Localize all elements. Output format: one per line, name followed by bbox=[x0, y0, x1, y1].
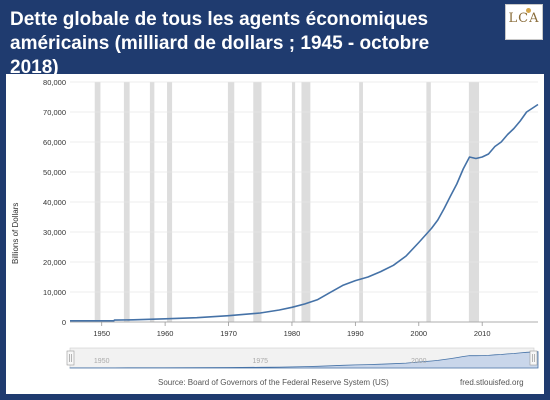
chart-title: Dette globale de tous les agents économi… bbox=[10, 9, 430, 78]
x-tick-label: 1980 bbox=[284, 329, 301, 338]
navigator-area bbox=[69, 351, 539, 369]
navigator-tick-label: 1975 bbox=[252, 358, 268, 365]
y-tick-label: 30,000 bbox=[43, 228, 66, 237]
logo-dot-icon bbox=[526, 8, 531, 13]
y-tick-label: 40,000 bbox=[43, 198, 66, 207]
logo-text: LCA bbox=[508, 11, 540, 26]
series-layer bbox=[70, 103, 539, 322]
fred-credit[interactable]: fred.stlouisfed.org bbox=[460, 378, 524, 387]
x-tick-label: 1970 bbox=[220, 329, 237, 338]
y-tick-label: 70,000 bbox=[43, 108, 66, 117]
series-line bbox=[70, 103, 539, 322]
source-note: Source: Board of Governors of the Federa… bbox=[158, 378, 389, 387]
x-tick-label: 1960 bbox=[157, 329, 174, 338]
navigator-tick-label: 2000 bbox=[411, 358, 427, 365]
navigator-left-handle[interactable] bbox=[66, 350, 75, 366]
y-tick-label: 80,000 bbox=[43, 78, 66, 87]
x-tick-label: 2000 bbox=[410, 329, 427, 338]
navigator-right-handle[interactable] bbox=[529, 350, 538, 366]
x-tick-label: 2010 bbox=[474, 329, 491, 338]
y-tick-label: 50,000 bbox=[43, 168, 66, 177]
x-tick-label: 1990 bbox=[347, 329, 364, 338]
y-tick-label: 20,000 bbox=[43, 258, 66, 267]
x-axis: 1950 1960 1970 1980 1990 2000 2010 bbox=[70, 321, 538, 338]
navigator[interactable]: 1950 1975 2000 bbox=[66, 347, 539, 369]
y-axis: 0 10,000 20,000 30,000 40,000 50,000 60,000 70,… bbox=[43, 78, 66, 327]
navigator-ticks: 1950 1975 2000 bbox=[94, 358, 427, 365]
y-tick-label: 60,000 bbox=[43, 138, 66, 147]
chart-panel: 0 10,000 20,000 30,000 40,000 50,000 60,000 70,… bbox=[6, 74, 544, 394]
y-tick-label: 10,000 bbox=[43, 288, 66, 297]
navigator-series bbox=[69, 351, 539, 369]
x-tick-label: 1950 bbox=[93, 329, 110, 338]
line-chart: 0 10,000 20,000 30,000 40,000 50,000 60,000 70,… bbox=[11, 78, 539, 369]
lca-logo: LCA bbox=[505, 4, 543, 40]
y-tick-label: 0 bbox=[62, 318, 66, 327]
navigator-tick-label: 1950 bbox=[94, 358, 110, 365]
y-axis-label: Billions of Dollars bbox=[11, 203, 20, 264]
